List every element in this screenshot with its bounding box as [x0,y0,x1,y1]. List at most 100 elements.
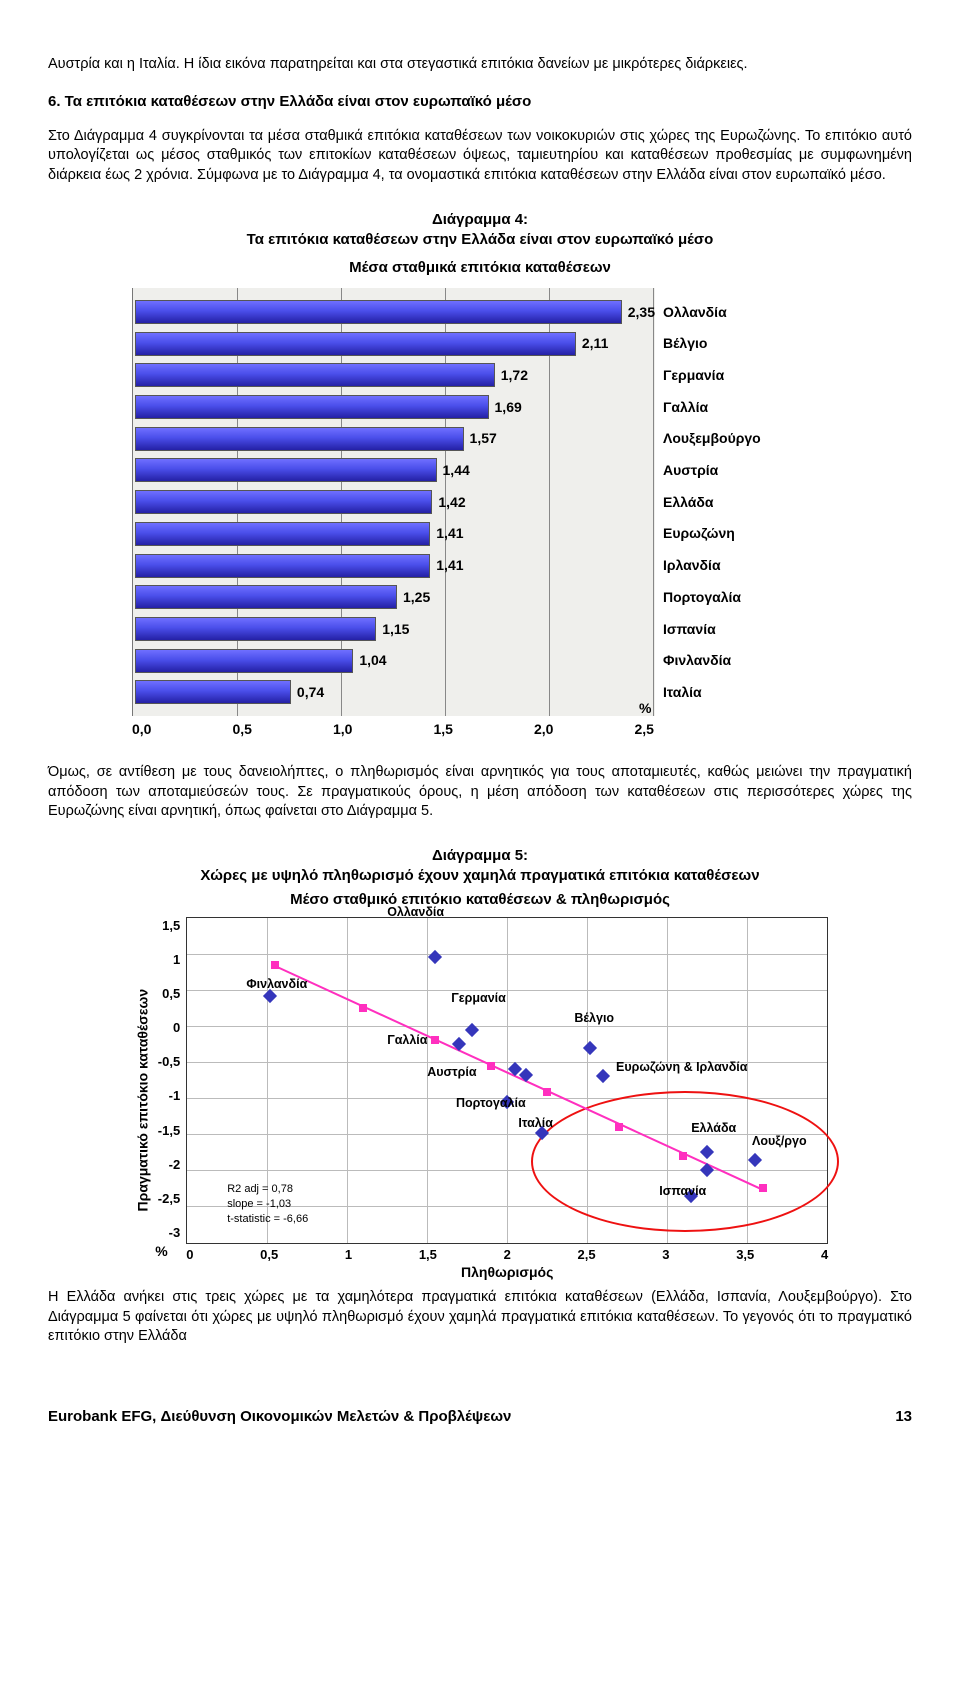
point-label: Αυστρία [427,1064,476,1081]
bar-value: 1,69 [495,398,522,417]
bar-value: 0,74 [297,683,324,702]
footer-right: 13 [895,1407,912,1427]
diagram-5-ylabel: Πραγματικό επιτόκιο καταθέσεων [132,917,154,1282]
bar-label: Ιρλανδία [663,554,828,578]
bar-row: 1,04 [135,649,655,673]
bar-row: 1,41 [135,554,655,578]
diagram-5-pct: % [155,1242,167,1261]
xtick: 2,0 [534,720,553,739]
bar [135,427,464,451]
bar-row: 1,25 [135,585,655,609]
reg-marker [679,1152,687,1160]
bar-label: Γαλλία [663,395,828,419]
point-label: Ιταλία [518,1115,553,1132]
diagram-5-title-line2: Χώρες με υψηλό πληθωρισμό έχουν χαμηλά π… [48,866,912,886]
mid-paragraph: Όμως, σε αντίθεση με τους δανειολήπτες, … [48,763,912,822]
xtick: 0 [186,1246,193,1264]
diagram-4-title-line1: Διάγραμμα 4: [48,210,912,230]
bar-label: Ισπανία [663,617,828,641]
ytick: -0,5 [158,1053,180,1071]
bar-row: 1,57 [135,427,655,451]
reg-marker [759,1184,767,1192]
bar [135,395,489,419]
bar [135,617,376,641]
bar-row: 0,74 [135,680,655,704]
xtick: 1 [345,1246,352,1264]
scatter-point [428,950,442,964]
page-footer: Eurobank EFG, Διεύθυνση Οικονομικών Μελε… [48,1407,912,1427]
point-label: Λουξ/ργο [752,1133,807,1150]
point-label: Ευρωζώνη & Ιρλανδία [616,1059,747,1076]
bar-label: Λουξεμβούργο [663,427,828,451]
ytick: 0,5 [158,985,180,1003]
bar [135,522,430,546]
bar-row: 1,69 [135,395,655,419]
bar [135,458,437,482]
diagram-5: Διάγραμμα 5: Χώρες με υψηλό πληθωρισμό έ… [48,846,912,1282]
xtick: 2,5 [635,720,654,739]
ytick: -2 [158,1156,180,1174]
bar-row: 2,11 [135,332,655,356]
bar-value: 2,11 [582,334,608,353]
ytick: 1,5 [158,917,180,935]
bar-row: 1,72 [135,363,655,387]
bar-row: 1,44 [135,458,655,482]
bar [135,585,397,609]
diagram-4-title-line2: Τα επιτόκια καταθέσεων στην Ελλάδα είναι… [48,230,912,250]
xtick: 3 [662,1246,669,1264]
reg-marker [359,1004,367,1012]
bar-label: Πορτογαλία [663,585,828,609]
bar-value: 1,72 [501,366,528,385]
bar [135,490,432,514]
reg-marker [543,1088,551,1096]
diagram-4: Διάγραμμα 4: Τα επιτόκια καταθέσεων στην… [48,210,912,740]
bar-value: 1,41 [436,524,463,543]
reg-marker [431,1036,439,1044]
bar-value: 1,41 [436,556,463,575]
bar-value: 2,35 [628,303,655,322]
footer-left: Eurobank EFG, Διεύθυνση Οικονομικών Μελε… [48,1407,511,1427]
ytick: -2,5 [158,1190,180,1208]
xtick: 1,5 [419,1246,437,1264]
scatter-point [596,1069,610,1083]
xtick: 4 [821,1246,828,1264]
xtick: 3,5 [736,1246,754,1264]
xtick: 2,5 [578,1246,596,1264]
ytick: -1 [158,1087,180,1105]
end-paragraph: Η Ελλάδα ανήκει στις τρεις χώρες με τα χ… [48,1288,912,1347]
bar [135,300,622,324]
bar-value: 1,04 [359,651,386,670]
diagram-5-title-line1: Διάγραμμα 5: [48,846,912,866]
bar-label: Ιταλία [663,680,828,704]
section-6-paragraph: Στο Διάγραμμα 4 συγκρίνονται τα μέσα στα… [48,127,912,186]
bar [135,680,291,704]
point-label: Ολλανδία [387,904,444,921]
point-label: Ισπανία [659,1183,706,1200]
bar-value: 1,42 [438,493,465,512]
xtick: 0,5 [233,720,252,739]
xtick: 0,5 [260,1246,278,1264]
bar-row: 1,41 [135,522,655,546]
ytick: 1 [158,951,180,969]
xtick: 0,0 [132,720,151,739]
bar-row: 2,35 [135,300,655,324]
bar [135,554,430,578]
xtick: 1,0 [333,720,352,739]
bar [135,649,353,673]
bar-value: 1,15 [382,620,409,639]
bar-value: 1,57 [470,429,497,448]
xtick: 1,5 [434,720,453,739]
ytick: 0 [158,1019,180,1037]
point-label: Βέλγιο [574,1010,614,1027]
bar-label: Ολλανδία [663,300,828,324]
stats-box: R2 adj = 0,78slope = -1,03t-statistic = … [227,1182,308,1227]
highlight-ellipse [531,1091,839,1232]
bar-label: Ελλάδα [663,490,828,514]
ytick: -3 [158,1224,180,1242]
bar-label: Φινλανδία [663,649,828,673]
bar-row: 1,15 [135,617,655,641]
bar-label: Γερμανία [663,363,828,387]
bar [135,363,495,387]
reg-marker [615,1123,623,1131]
point-label: Ελλάδα [691,1120,736,1137]
